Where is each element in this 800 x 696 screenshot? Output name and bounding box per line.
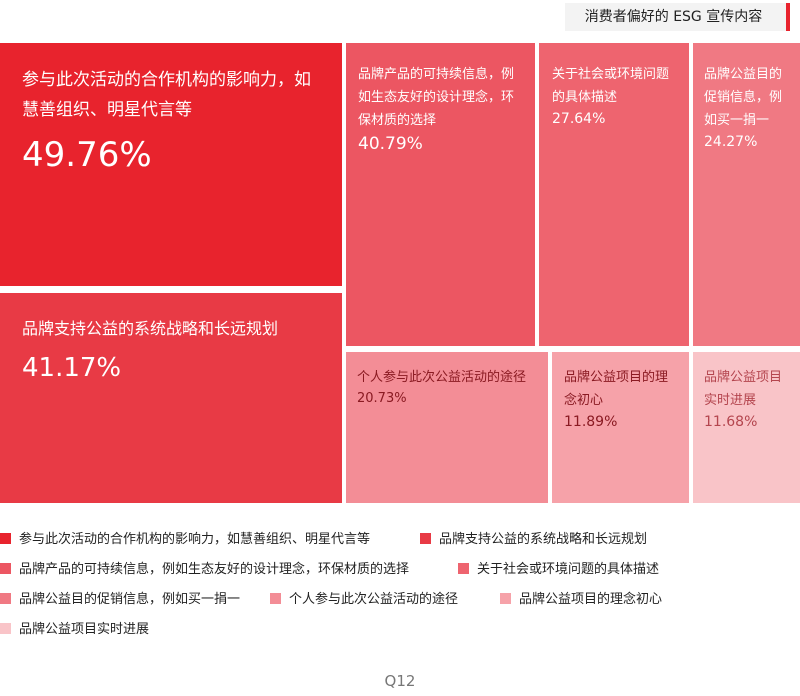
- treemap-tile: 品牌产品的可持续信息，例如生态友好的设计理念，环保材质的选择 40.79%: [346, 43, 535, 346]
- legend-item: 参与此次活动的合作机构的影响力，如慧善组织、明星代言等: [0, 528, 370, 547]
- legend-item: 个人参与此次公益活动的途径: [270, 588, 458, 607]
- legend-swatch: [420, 533, 431, 544]
- treemap-tile: 关于社会或环境问题的具体描述 27.64%: [539, 43, 689, 346]
- legend-item: 关于社会或环境问题的具体描述: [458, 558, 659, 577]
- tile-value: 11.89%: [564, 414, 618, 430]
- treemap-tile: 参与此次活动的合作机构的影响力，如慧善组织、明星代言等 49.76%: [0, 43, 342, 286]
- tile-value: 41.17%: [22, 353, 122, 383]
- tile-label: 品牌公益目的促销信息，例如买一捐一: [704, 67, 783, 128]
- legend-item: 品牌公益目的促销信息，例如买一捐一: [0, 588, 240, 607]
- chart-title: 消费者偏好的 ESG 宣传内容: [565, 3, 790, 31]
- legend-label: 品牌公益项目实时进展: [19, 622, 150, 637]
- legend-swatch: [0, 563, 11, 574]
- tile-value: 11.68%: [704, 414, 758, 430]
- tile-label: 品牌产品的可持续信息，例如生态友好的设计理念，环保材质的选择: [358, 67, 515, 128]
- legend-label: 品牌公益项目的理念初心: [519, 592, 663, 607]
- question-code: Q12: [384, 672, 416, 690]
- treemap-tile: 品牌支持公益的系统战略和长远规划 41.17%: [0, 293, 342, 503]
- legend-swatch: [0, 623, 11, 634]
- legend-label: 品牌公益目的促销信息，例如买一捐一: [19, 592, 241, 607]
- tile-value: 24.27%: [704, 134, 758, 150]
- tile-label: 品牌公益项目的理念初心: [564, 370, 669, 408]
- treemap-tile: 品牌公益项目的理念初心 11.89%: [552, 352, 689, 503]
- legend-swatch: [458, 563, 469, 574]
- legend-item: 品牌产品的可持续信息，例如生态友好的设计理念，环保材质的选择: [0, 558, 409, 577]
- tile-value: 40.79%: [358, 134, 423, 154]
- legend-label: 品牌产品的可持续信息，例如生态友好的设计理念，环保材质的选择: [19, 562, 410, 577]
- legend-label: 关于社会或环境问题的具体描述: [477, 562, 660, 577]
- legend-item: 品牌公益项目实时进展: [0, 618, 149, 637]
- legend-swatch: [0, 533, 11, 544]
- treemap-tile: 品牌公益项目实时进展 11.68%: [693, 352, 800, 503]
- legend-label: 参与此次活动的合作机构的影响力，如慧善组织、明星代言等: [19, 532, 371, 547]
- legend-label: 个人参与此次公益活动的途径: [289, 592, 459, 607]
- legend-item: 品牌支持公益的系统战略和长远规划: [420, 528, 647, 547]
- tile-label: 参与此次活动的合作机构的影响力，如慧善组织、明星代言等: [22, 70, 311, 120]
- legend-swatch: [500, 593, 511, 604]
- tile-label: 品牌支持公益的系统战略和长远规划: [22, 319, 279, 338]
- tile-value: 20.73%: [357, 391, 407, 406]
- treemap-tile: 品牌公益目的促销信息，例如买一捐一 24.27%: [693, 43, 800, 346]
- legend-swatch: [0, 593, 11, 604]
- tile-label: 品牌公益项目实时进展: [704, 370, 783, 408]
- tile-value: 27.64%: [552, 111, 606, 127]
- legend-item: 品牌公益项目的理念初心: [500, 588, 662, 607]
- tile-value: 49.76%: [22, 135, 152, 175]
- legend-swatch: [270, 593, 281, 604]
- legend-label: 品牌支持公益的系统战略和长远规划: [439, 532, 648, 547]
- tile-label: 个人参与此次公益活动的途径: [357, 370, 527, 385]
- tile-label: 关于社会或环境问题的具体描述: [552, 67, 670, 105]
- treemap-tile: 个人参与此次公益活动的途径 20.73%: [346, 352, 548, 503]
